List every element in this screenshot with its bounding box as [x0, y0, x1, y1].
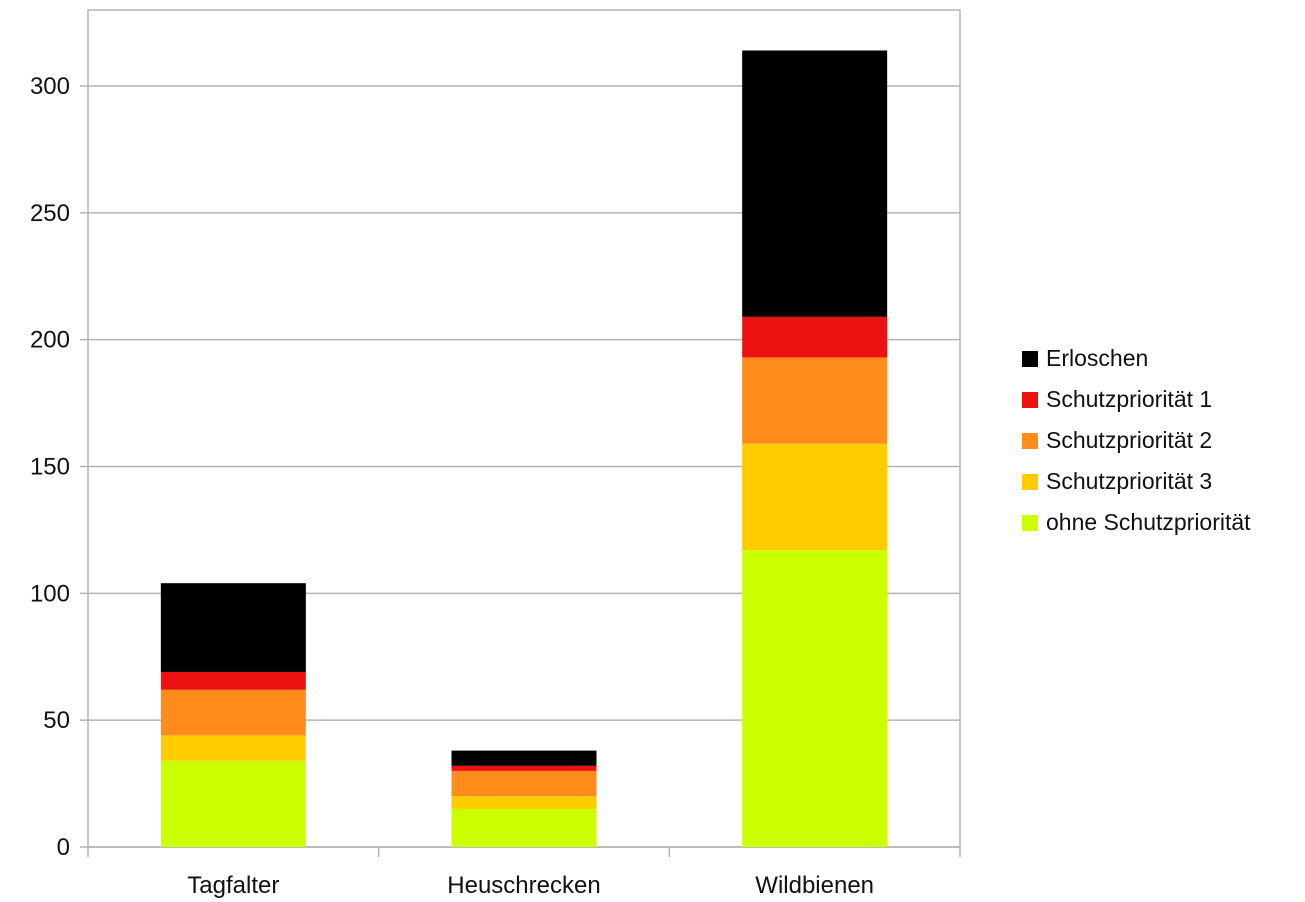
bar-segment-wildbienen-schutzpriorität-2	[742, 357, 888, 444]
y-tick-label: 0	[57, 834, 70, 861]
y-tick-label: 50	[43, 707, 70, 734]
bar-segment-tagfalter-schutzpriorität-2	[160, 689, 306, 736]
y-tick-label: 150	[30, 454, 70, 481]
legend-label: Schutzpriorität 3	[1046, 468, 1213, 494]
legend-label: Schutzpriorität 2	[1046, 427, 1213, 453]
legend-item: Schutzpriorität 2	[1022, 420, 1251, 461]
bar-segment-tagfalter-schutzpriorität-1	[160, 671, 306, 690]
bar-segment-tagfalter-erloschen	[160, 583, 306, 672]
x-category-label: Heuschrecken	[447, 872, 600, 899]
legend-swatch	[1022, 391, 1038, 408]
x-category-label: Tagfalter	[187, 872, 279, 899]
bar-segment-heuschrecken-schutzpriorität-2	[451, 770, 597, 797]
legend-item: Schutzpriorität 3	[1022, 461, 1251, 502]
y-tick-label: 250	[30, 200, 70, 227]
bar-segment-tagfalter-ohne-schutzpriorität	[160, 760, 306, 847]
bar-segment-wildbienen-schutzpriorität-3	[742, 443, 888, 551]
bar-segment-wildbienen-schutzpriorität-1	[742, 316, 888, 358]
legend-item: Schutzpriorität 1	[1022, 379, 1251, 420]
legend-label: Schutzpriorität 1	[1046, 386, 1213, 412]
bar-segment-heuschrecken-erloschen	[451, 750, 597, 766]
legend-label: ohne Schutzpriorität	[1046, 509, 1251, 535]
x-category-label: Wildbienen	[755, 872, 874, 899]
bar-segment-tagfalter-schutzpriorität-3	[160, 735, 306, 761]
y-tick-label: 100	[30, 580, 70, 607]
legend-item: ohne Schutzpriorität	[1022, 502, 1251, 543]
y-tick-label: 200	[30, 327, 70, 354]
bar-segment-heuschrecken-schutzpriorität-3	[451, 796, 597, 809]
legend-swatch	[1022, 350, 1038, 367]
chart-legend: Erloschen Schutzpriorität 1 Schutzprioritä…	[1022, 338, 1251, 543]
bar-segment-wildbienen-ohne-schutzpriorität	[742, 550, 888, 847]
legend-item: Erloschen	[1022, 338, 1251, 379]
legend-label: Erloschen	[1046, 345, 1149, 371]
bar-segment-heuschrecken-ohne-schutzpriorität	[451, 808, 597, 847]
legend-swatch	[1022, 432, 1038, 449]
legend-swatch	[1022, 473, 1038, 490]
bar-segment-wildbienen-erloschen	[742, 50, 888, 317]
y-tick-label: 300	[30, 73, 70, 100]
bar-segment-heuschrecken-schutzpriorität-1	[451, 765, 597, 771]
legend-swatch	[1022, 514, 1038, 531]
